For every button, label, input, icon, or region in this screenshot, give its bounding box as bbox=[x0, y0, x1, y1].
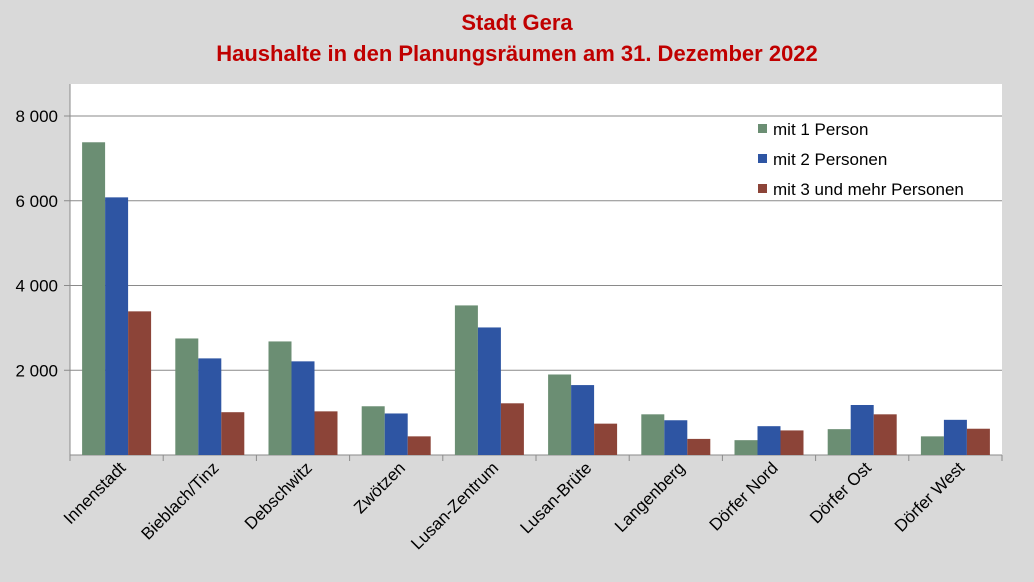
legend-swatch bbox=[758, 184, 767, 193]
bar-3 bbox=[687, 438, 711, 455]
bar-1 bbox=[734, 440, 758, 455]
y-tick-label: 2 000 bbox=[15, 361, 58, 380]
legend-swatch bbox=[758, 124, 767, 133]
bar-1 bbox=[548, 374, 572, 455]
bar-3 bbox=[314, 411, 338, 455]
bar-1 bbox=[268, 341, 292, 455]
y-tick-label: 6 000 bbox=[15, 192, 58, 211]
bar-2 bbox=[105, 197, 129, 456]
x-tick-label: Dörfer West bbox=[891, 458, 969, 536]
x-tick-label: Debschwitz bbox=[241, 458, 316, 533]
legend-label: mit 3 und mehr Personen bbox=[773, 180, 964, 199]
bar-3 bbox=[594, 423, 618, 455]
x-tick-label: Bieblach/Tinz bbox=[137, 458, 222, 543]
bar-2 bbox=[571, 385, 595, 455]
legend-swatch bbox=[758, 154, 767, 163]
y-tick-label: 8 000 bbox=[15, 107, 58, 126]
bar-2 bbox=[664, 420, 688, 455]
x-tick-label: Innenstadt bbox=[60, 458, 130, 528]
x-tick-label: Langenberg bbox=[611, 458, 689, 536]
bar-2 bbox=[198, 358, 222, 455]
bar-3 bbox=[128, 311, 152, 455]
bar-1 bbox=[361, 406, 385, 455]
bar-3 bbox=[780, 430, 804, 455]
x-tick-label: Zwötzen bbox=[350, 458, 409, 517]
legend-label: mit 2 Personen bbox=[773, 150, 887, 169]
bar-2 bbox=[850, 404, 874, 455]
bar-2 bbox=[384, 413, 408, 455]
bar-3 bbox=[500, 403, 524, 455]
x-tick-label: Lusan-Zentrum bbox=[407, 458, 502, 553]
plot-area bbox=[70, 84, 1002, 455]
legend-label: mit 1 Person bbox=[773, 120, 868, 139]
x-tick-label: Dörfer Ost bbox=[806, 458, 875, 527]
bar-3 bbox=[221, 412, 245, 455]
bar-2 bbox=[477, 327, 501, 455]
bar-3 bbox=[873, 414, 897, 455]
bar-1 bbox=[920, 436, 944, 455]
bar-1 bbox=[175, 338, 199, 455]
bar-1 bbox=[82, 142, 106, 455]
bar-1 bbox=[454, 305, 478, 455]
x-tick-label: Lusan-Brüte bbox=[516, 458, 595, 537]
x-tick-label: Dörfer Nord bbox=[706, 458, 782, 534]
bar-3 bbox=[407, 436, 431, 455]
bar-3 bbox=[966, 428, 990, 455]
bar-2 bbox=[943, 419, 967, 455]
bar-1 bbox=[641, 414, 665, 455]
bar-2 bbox=[757, 426, 781, 455]
chart-title: Stadt Gera bbox=[461, 10, 573, 35]
chart-subtitle: Haushalte in den Planungsräumen am 31. D… bbox=[216, 41, 818, 66]
y-tick-label: 4 000 bbox=[15, 277, 58, 296]
bar-1 bbox=[827, 429, 851, 455]
bar-2 bbox=[291, 361, 315, 455]
